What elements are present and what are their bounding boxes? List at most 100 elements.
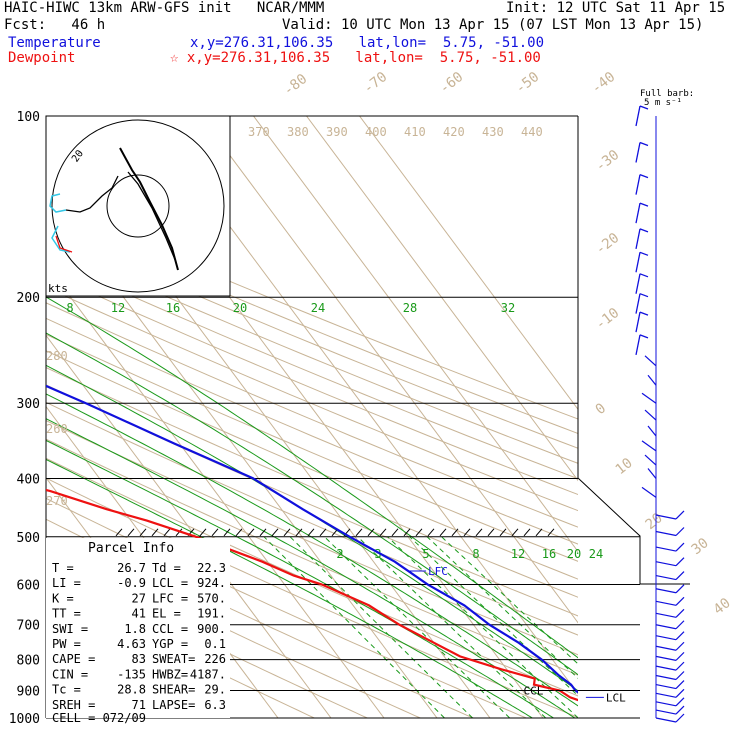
dry-adiabat-line — [46, 384, 578, 617]
pressure-tick-label: 300 — [17, 397, 40, 412]
mixing-ratio-line — [263, 536, 445, 718]
hatch-mark — [355, 528, 363, 537]
wind-barb-flag — [639, 293, 649, 298]
mixing-ratio-line — [426, 536, 578, 679]
wind-barb — [655, 620, 685, 630]
wind-barb-staff — [647, 374, 657, 386]
mixing-ratio-label: 5 — [422, 547, 429, 561]
parcel-row-value2: 29. — [204, 683, 226, 697]
hatch-mark — [235, 528, 243, 537]
wind-barb-staff — [655, 600, 677, 606]
wind-barb — [644, 409, 657, 421]
parcel-row-value2: 900. — [197, 622, 226, 636]
wind-barb-feather — [675, 608, 685, 618]
wind-barb-flag — [639, 105, 649, 110]
init-time: Init: 12 UTC Sat 11 Apr 15 — [506, 0, 726, 16]
theta-label: 280 — [46, 349, 68, 363]
wind-barb-staff — [655, 514, 677, 520]
hatch-mark — [499, 528, 507, 537]
pressure-tick-label: 200 — [17, 291, 40, 306]
hodograph-trace-cyan-lower — [51, 225, 71, 253]
wind-barb-staff — [655, 635, 677, 641]
parcel-row-key2: LCL = — [152, 576, 188, 590]
theta-label: 400 — [365, 125, 387, 139]
isotherm-label: 30 — [689, 535, 712, 558]
parcel-row-value2: 4187. — [190, 667, 226, 681]
sounding-series — [46, 384, 578, 702]
wind-barb — [655, 697, 685, 707]
isotherm-line — [200, 116, 578, 624]
wind-barb — [655, 542, 685, 552]
header: HAIC-HIWC 13km ARW-GFS init NCAR/MMM Ini… — [0, 0, 740, 70]
parcel-row-key2: CCL = — [152, 622, 188, 636]
dry-adiabat-line — [46, 317, 578, 545]
mixing-ratio-label: 24 — [589, 547, 603, 561]
isotherm-label: -30 — [593, 147, 623, 175]
parcel-row-key: T = — [52, 561, 74, 575]
wind-barb — [655, 671, 685, 681]
valid-time: Valid: 10 UTC Mon 13 Apr 15 (07 LST Mon … — [282, 17, 704, 33]
level-label-lfc: LFC — [428, 565, 448, 578]
wind-barb-staff — [655, 612, 677, 618]
moist-adiabat-label: 8 — [66, 301, 73, 315]
hatch-mark — [439, 528, 447, 537]
parcel-row-key2: EL = — [152, 607, 181, 621]
parcel-row-key: LI = — [52, 576, 81, 590]
moist-adiabat-line — [46, 458, 533, 718]
wind-barb-flag — [639, 228, 649, 233]
isotherm-line — [46, 334, 332, 718]
wind-barb-staff — [635, 203, 641, 224]
parcel-row-value: 27 — [132, 591, 146, 605]
hatch-mark — [427, 528, 435, 537]
pressure-tick-label: 100 — [17, 110, 40, 125]
moist-adiabat-label: 12 — [111, 301, 125, 315]
wind-barb-staff — [635, 105, 641, 127]
wind-barb-staff — [635, 174, 641, 195]
hodograph-trace-mid — [127, 171, 177, 263]
parcel-row-key: SWI = — [52, 622, 88, 636]
hatch-mark — [127, 528, 135, 537]
parcel-row-key: TT = — [52, 607, 81, 621]
wind-barb — [635, 105, 649, 127]
dry-adiabat-line — [46, 401, 578, 636]
hatch-mark — [163, 528, 171, 537]
wind-barb — [655, 571, 685, 581]
wind-barb-staff — [655, 574, 677, 581]
wind-barb-staff — [647, 468, 657, 479]
hatch-mark — [259, 528, 267, 537]
mixing-ratio-label: 8 — [472, 547, 479, 561]
parcel-row-key2: Td = — [152, 561, 181, 575]
wind-barb-feather — [675, 584, 685, 594]
pressure-tick-label: 700 — [17, 619, 40, 634]
wind-barb-staff — [655, 701, 677, 707]
dewpoint-legend-label: Dewpoint — [8, 50, 76, 66]
wind-barb — [655, 688, 685, 698]
wind-barb-flag — [639, 311, 649, 316]
wind-barb — [635, 228, 649, 250]
moist-adiabat-label: 20 — [233, 301, 247, 315]
isotherm-label: 10 — [613, 455, 636, 478]
wind-barb — [635, 273, 649, 294]
parcel-row-key: CAPE = — [52, 652, 95, 666]
wind-barb-staff — [641, 486, 657, 498]
parcel-row-value2: 191. — [197, 607, 226, 621]
theta-label: 390 — [326, 125, 348, 139]
mixing-ratio-line — [289, 536, 473, 718]
pressure-tick-label: 500 — [17, 531, 40, 546]
theta-label: 270 — [46, 494, 68, 508]
theta-label: 370 — [248, 125, 270, 139]
hatch-mark — [199, 528, 207, 537]
wind-barb-feather — [675, 527, 685, 536]
wind-barb-feather — [675, 631, 685, 641]
isotherm-label: 0 — [593, 400, 609, 418]
dry-adiabat-line — [46, 272, 578, 496]
hatch-mark — [223, 528, 231, 537]
wind-barb-feather — [675, 542, 685, 552]
model-title: HAIC-HIWC 13km ARW-GFS init NCAR/MMM — [4, 0, 325, 16]
mixing-ratio-line — [387, 536, 578, 718]
theta-label: 440 — [521, 125, 543, 139]
wind-barb-feather — [675, 510, 685, 520]
wind-barb-staff — [655, 692, 677, 698]
dry-adiabat-line — [46, 215, 578, 435]
